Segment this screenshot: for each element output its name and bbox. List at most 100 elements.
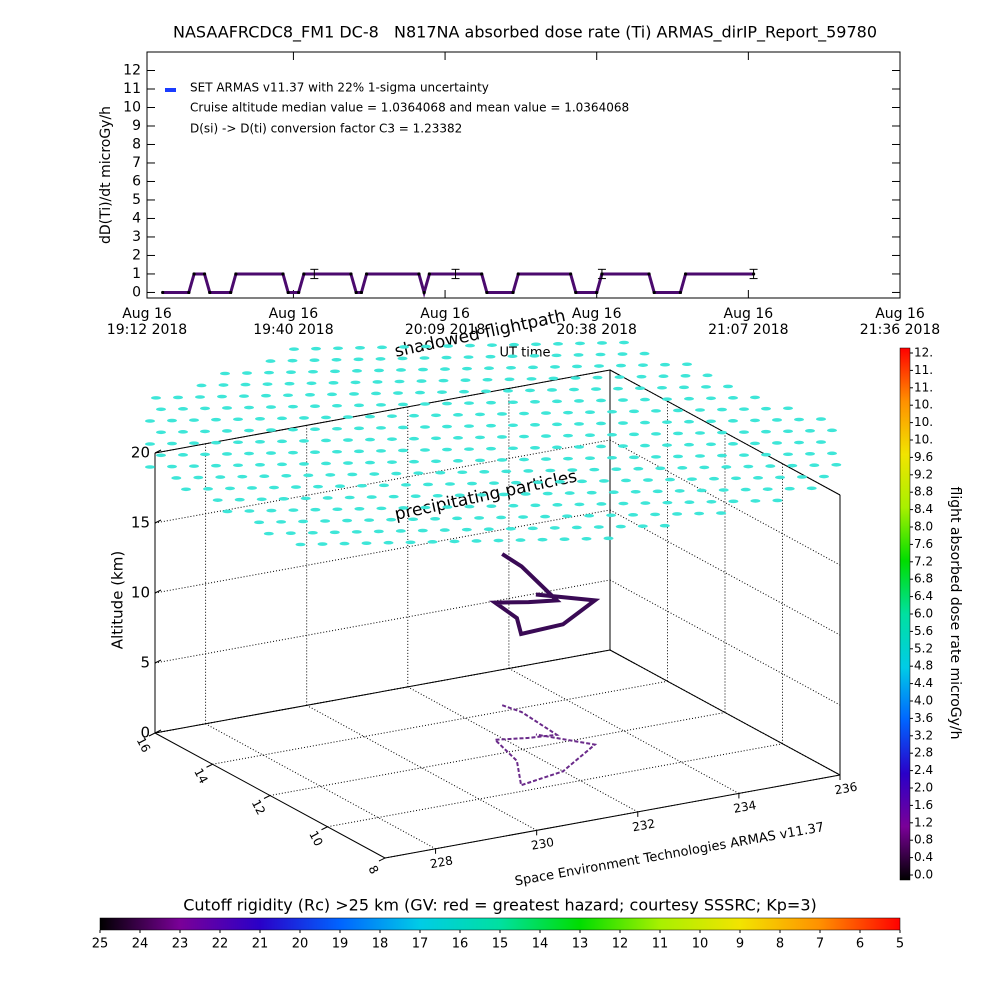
particle: [234, 497, 245, 502]
particle: [743, 464, 754, 469]
colorbar-tick-label: 24: [132, 937, 149, 952]
colorbar-title: Cutoff rigidity (Rc) >25 km (GV: red = g…: [183, 896, 817, 915]
particle: [474, 516, 485, 520]
grid-line: [407, 686, 639, 813]
particle: [679, 385, 689, 390]
particle: [286, 370, 296, 374]
colorbar-tick-label: 20: [292, 937, 309, 952]
particle: [298, 519, 309, 524]
colorbar-tick-label: 7.2: [914, 554, 933, 568]
particle: [593, 525, 604, 529]
particle: [431, 413, 441, 418]
particle: [573, 353, 584, 357]
particle: [563, 456, 573, 461]
particle: [464, 424, 474, 428]
particle: [442, 401, 452, 406]
particle: [684, 419, 694, 424]
particle: [497, 435, 507, 439]
particle: [377, 345, 387, 350]
particle: [242, 371, 252, 375]
footer: Space Environment Technologies ARMAS v11…: [514, 820, 826, 889]
particle: [673, 454, 683, 459]
particle: [300, 496, 311, 501]
particle: [295, 542, 306, 547]
x-tick-label: 228: [429, 853, 454, 871]
particle: [552, 422, 562, 427]
particle: [311, 346, 321, 351]
data-point: [647, 272, 651, 276]
y-tick-label: 10: [306, 828, 326, 848]
particle: [567, 468, 578, 472]
y-tick-label: 8: [365, 863, 381, 876]
particle: [672, 512, 683, 516]
x-tick-label: Aug 16 19:40 2018: [253, 306, 334, 338]
particle: [695, 408, 705, 412]
particle: [289, 347, 299, 351]
particle: [475, 412, 485, 417]
data-point: [427, 272, 431, 276]
y-tick-label: 10: [123, 99, 141, 115]
particle: [728, 442, 738, 446]
particle: [761, 429, 771, 434]
particle: [291, 485, 301, 489]
colorbar-tick-label: 10: [692, 937, 709, 952]
colorbar-tick-label: 6: [856, 937, 864, 952]
particle: [211, 463, 221, 468]
y-tick-label: 12: [249, 797, 269, 817]
particle: [354, 449, 364, 454]
colorbar-tick-label: 7.6: [914, 537, 933, 551]
grid-line: [327, 743, 783, 828]
particle: [662, 443, 672, 447]
particle: [265, 359, 276, 363]
data-point: [281, 272, 285, 276]
particle: [662, 397, 672, 401]
particle: [321, 438, 331, 443]
data-point: [480, 272, 484, 276]
axis-edge: [609, 649, 841, 776]
particle: [716, 511, 727, 515]
particle: [453, 413, 463, 417]
particle: [399, 345, 409, 349]
particle: [398, 448, 408, 453]
colorbar-tick-label: 3.6: [914, 711, 933, 725]
particle: [453, 459, 463, 463]
particle: [173, 395, 183, 400]
y-tick-label: 0: [132, 284, 141, 300]
particle: [329, 530, 340, 535]
particle: [575, 341, 585, 346]
particle: [542, 491, 553, 496]
particle: [476, 493, 487, 497]
particle: [430, 516, 441, 521]
y-tick-label: 2: [132, 247, 141, 263]
data-point: [365, 272, 369, 276]
colorbar-title: flight absorbed dose rate microGy/h: [947, 487, 963, 740]
particle: [496, 515, 507, 520]
particle: [423, 482, 433, 487]
particle: [699, 465, 710, 470]
particle: [485, 354, 496, 359]
particle: [643, 478, 653, 482]
particle: [335, 484, 345, 489]
data-point: [349, 272, 353, 276]
y-tick: [148, 732, 156, 737]
colorbar-tick-label: 4.0: [914, 694, 933, 708]
particle: [607, 409, 617, 414]
particle: [151, 396, 161, 400]
particle: [503, 389, 513, 393]
y-tick-label: 6: [132, 173, 141, 189]
data-point: [302, 272, 306, 276]
particle: [342, 518, 353, 523]
particle: [200, 406, 210, 411]
particle: [333, 346, 343, 351]
particle: [628, 513, 639, 517]
particle: [511, 480, 521, 485]
particle: [376, 449, 386, 453]
particle: [772, 498, 783, 503]
particle: [415, 390, 425, 395]
particle: [464, 401, 474, 405]
particle: [288, 404, 298, 409]
particle: [702, 373, 713, 378]
particle: [461, 527, 472, 532]
particle: [665, 477, 675, 482]
particle: [284, 381, 295, 386]
